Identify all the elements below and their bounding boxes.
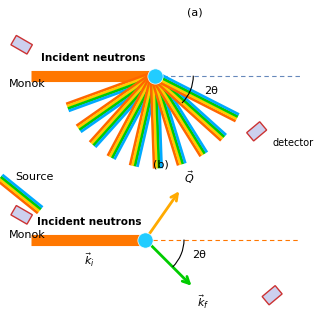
Polygon shape <box>262 286 282 305</box>
Text: (a): (a) <box>187 8 203 18</box>
Text: 2θ: 2θ <box>192 250 206 260</box>
Text: $\vec{Q}$: $\vec{Q}$ <box>184 169 194 186</box>
Text: Monok: Monok <box>9 79 46 89</box>
Text: $\vec{k}_f$: $\vec{k}_f$ <box>196 294 209 311</box>
Text: $\vec{k}_i$: $\vec{k}_i$ <box>84 252 95 269</box>
Polygon shape <box>11 36 32 54</box>
Text: Incident neutrons: Incident neutrons <box>37 217 142 227</box>
Text: 2θ: 2θ <box>204 86 218 96</box>
Text: Incident neutrons: Incident neutrons <box>41 53 145 63</box>
Text: detector: detector <box>272 138 313 148</box>
Polygon shape <box>247 122 267 141</box>
Polygon shape <box>11 205 32 224</box>
Text: (b): (b) <box>153 159 169 169</box>
Text: Monok: Monok <box>9 230 46 240</box>
Text: Source: Source <box>15 172 54 181</box>
